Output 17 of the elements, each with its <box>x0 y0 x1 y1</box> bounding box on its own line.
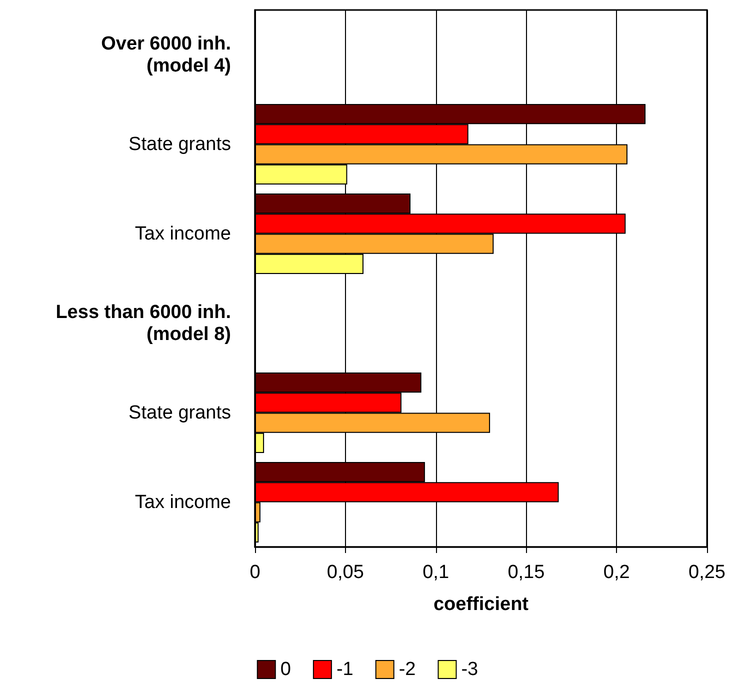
x-tick-label: 0,2 <box>603 562 630 583</box>
legend-label: -2 <box>398 659 416 680</box>
x-tick-label: 0,25 <box>688 562 726 583</box>
y-tick-label: Tax income <box>134 492 231 513</box>
x-tick-label: 0 <box>250 562 260 583</box>
legend-label: 0 <box>280 659 291 680</box>
x-tick-label: 0,15 <box>508 562 545 583</box>
y-tick-label: State grants <box>128 402 231 424</box>
legend-label: -1 <box>336 659 354 680</box>
y-tick-label: Over 6000 inh. (model 4) <box>101 33 231 76</box>
x-tick-label: 0,05 <box>326 562 364 583</box>
y-tick-label: Less than 6000 inh. (model 8) <box>56 302 231 345</box>
y-tick-label: Tax income <box>134 223 231 244</box>
x-tick-label: 0,1 <box>422 562 450 583</box>
y-tick-label: State grants <box>128 134 231 155</box>
x-axis-title: coefficient <box>433 594 530 615</box>
legend-label: -3 <box>461 659 478 680</box>
